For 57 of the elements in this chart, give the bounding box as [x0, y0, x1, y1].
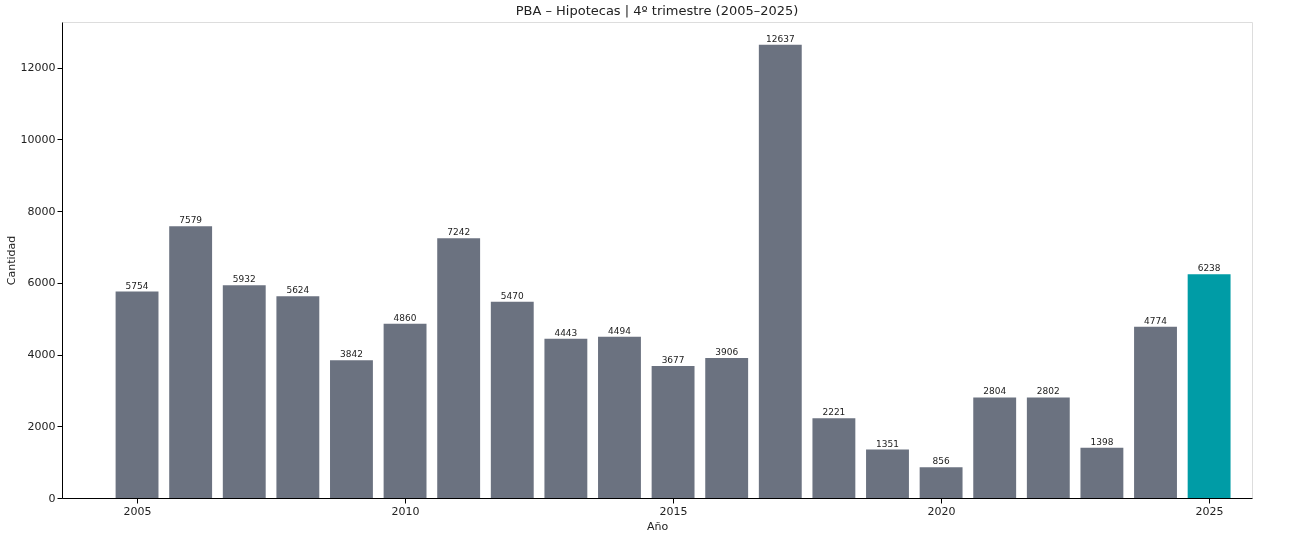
x-axis-title: Año [646, 519, 669, 533]
bar [115, 291, 159, 498]
data-label: 3677 [661, 355, 685, 366]
bar [758, 44, 802, 498]
y-tick-label: 10000 [20, 132, 56, 146]
chart-title: PBA – Hipotecas | 4º trimestre (2005–2025) [515, 3, 799, 18]
data-label: 856 [932, 456, 950, 467]
bar [1187, 274, 1231, 498]
bar [919, 467, 963, 498]
data-label: 12637 [765, 33, 795, 44]
bar [812, 418, 856, 498]
data-label: 7579 [179, 215, 203, 226]
y-tick-label: 0 [48, 491, 56, 505]
data-label: 3842 [340, 349, 363, 360]
y-tick-label: 2000 [27, 419, 56, 433]
data-label: 4494 [608, 325, 632, 336]
y-tick-label: 8000 [27, 204, 56, 218]
y-tick-label: 6000 [27, 276, 56, 290]
data-label: 4774 [1144, 315, 1168, 326]
bar [544, 338, 588, 498]
x-tick-label: 2015 [659, 504, 688, 518]
data-label: 6238 [1197, 263, 1221, 274]
bar [1026, 397, 1070, 498]
x-tick-label: 2005 [123, 504, 152, 518]
bar [651, 366, 695, 498]
data-label: 2804 [983, 386, 1007, 397]
y-tick-label: 4000 [27, 348, 56, 362]
bar [276, 296, 320, 498]
bar [1134, 326, 1177, 498]
bar [1080, 447, 1124, 498]
bar [169, 226, 213, 498]
x-tick-label: 2010 [391, 504, 420, 518]
bar [705, 357, 749, 498]
bar [866, 449, 909, 498]
data-label: 4860 [393, 312, 417, 323]
bar [598, 336, 641, 498]
data-label: 5470 [500, 290, 524, 301]
bar [330, 360, 373, 498]
x-tick-label: 2020 [927, 504, 956, 518]
data-label: 7242 [447, 227, 471, 238]
x-tick-label: 2025 [1195, 504, 1224, 518]
data-label: 2802 [1036, 386, 1060, 397]
data-label: 5932 [232, 274, 256, 285]
data-label: 5624 [286, 285, 310, 296]
bar [973, 397, 1017, 498]
data-label: 1398 [1090, 436, 1114, 447]
bar [222, 285, 266, 498]
y-axis-title: Cantidad [4, 235, 18, 286]
y-tick-label: 12000 [20, 61, 56, 75]
data-label: 5754 [125, 280, 149, 291]
bar [437, 238, 481, 498]
data-label: 4443 [554, 327, 578, 338]
data-label: 3906 [715, 346, 739, 357]
data-label: 1351 [876, 438, 899, 449]
data-label: 2221 [822, 407, 846, 418]
bar [490, 301, 534, 498]
bar [383, 323, 427, 498]
